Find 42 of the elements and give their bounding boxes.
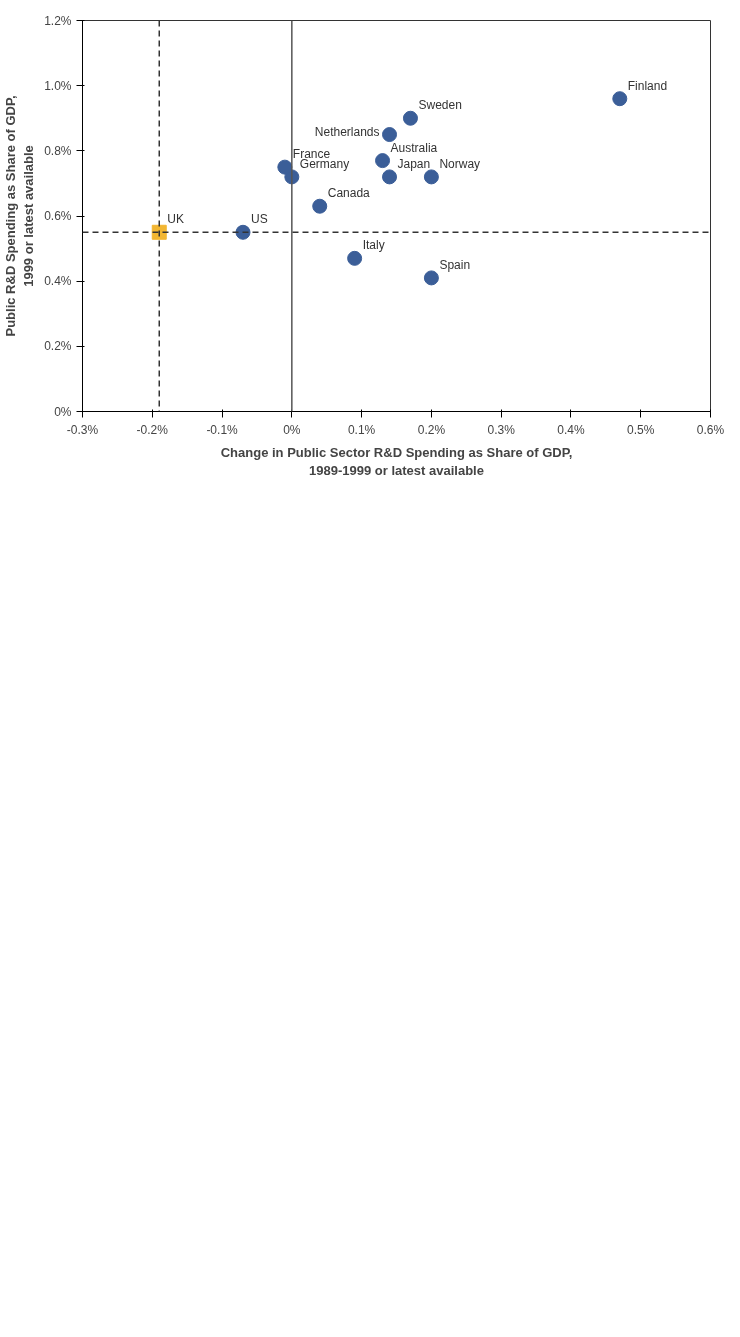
point: [402, 110, 418, 126]
annotation: UK: [167, 212, 184, 227]
point: [375, 153, 391, 169]
point: [235, 224, 251, 240]
x-tick-label: 0.4%: [557, 422, 585, 437]
annotation: Japan: [397, 156, 431, 171]
x-axis-title: Change in Public Sector R&D Spending as Share of GDP, 1989-1999 or latest available: [220, 444, 573, 478]
x-tick-label: -0.1%: [206, 422, 239, 437]
y-tick-label: 0.8%: [44, 143, 72, 158]
point: [423, 270, 439, 286]
annotation: Italy: [362, 238, 385, 253]
x-tick-label: 0.2%: [417, 422, 446, 437]
annotation: Finland: [627, 78, 668, 93]
annotation: Sweden: [418, 98, 462, 113]
annotation: Norway: [439, 156, 481, 171]
point: [312, 198, 328, 214]
y-tick-label: 1.2%: [44, 13, 72, 28]
annotation: US: [250, 212, 268, 227]
annotation: Canada: [327, 186, 371, 201]
y-axis-title: Public R&D Spending as Share of GDP, 1999 or latest available: [3, 95, 37, 337]
annotation: Spain: [439, 257, 471, 272]
x-tick-label: 0.5%: [627, 422, 655, 437]
point: [151, 224, 167, 240]
x-tick-label: 0%: [283, 422, 301, 437]
x-tick-label: -0.2%: [136, 422, 169, 437]
y-tick-label: 0.2%: [44, 339, 72, 354]
point: [347, 250, 363, 266]
x-tick-label: -0.3%: [66, 422, 99, 437]
point: [382, 169, 398, 185]
x-tick-label: 0.1%: [347, 422, 376, 437]
point: [423, 169, 439, 185]
point: [612, 91, 628, 107]
y-tick-label: 1.0%: [44, 78, 72, 93]
x-tick-label: 0.3%: [487, 422, 516, 437]
annotation: Netherlands: [314, 124, 380, 139]
annotation: Australia: [390, 140, 438, 155]
point: [277, 159, 293, 175]
point: [382, 127, 398, 143]
y-tick-label: 0.4%: [44, 274, 72, 289]
y-tick-label: 0.6%: [44, 209, 72, 223]
y-tick-label: 0%: [54, 404, 72, 419]
x-tick-label: 0.6%: [696, 422, 725, 437]
